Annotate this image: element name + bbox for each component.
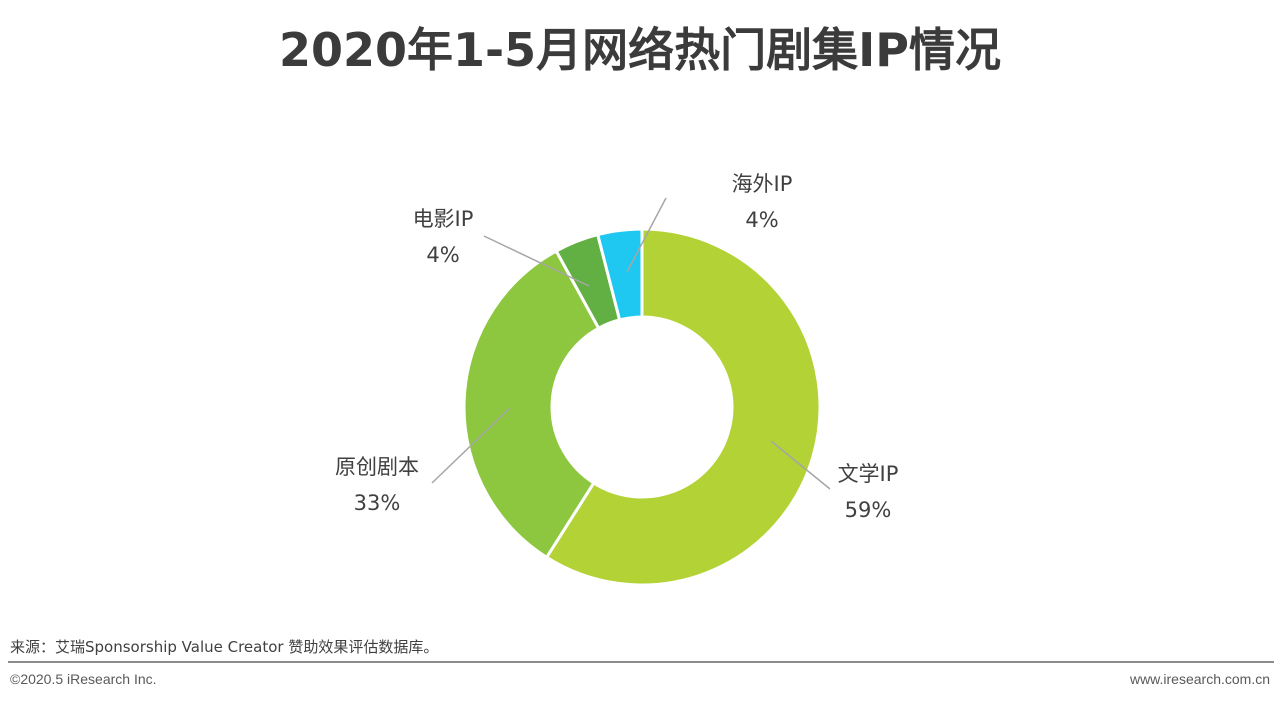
slice-label-1: 文学IP	[838, 462, 899, 486]
footer-divider	[8, 661, 1274, 663]
slice-labels: 文学IP 59% 原创剧本 33% 电影IP 4% 海外IP 4%	[335, 172, 898, 522]
slice-label-4: 海外IP	[732, 172, 793, 196]
slice-value-1: 59%	[845, 498, 892, 522]
leader-lines	[431, 197, 831, 490]
website-link[interactable]: www.iresearch.com.cn	[1129, 671, 1270, 687]
copyright-text: ©2020.5 iResearch Inc.	[10, 671, 157, 687]
slice-2	[462, 248, 601, 560]
slice-label-2: 原创剧本	[335, 455, 419, 479]
slice-value-3: 4%	[426, 243, 459, 267]
slice-1	[544, 227, 822, 587]
slice-label-3: 电影IP	[413, 207, 474, 231]
slice-4	[595, 227, 644, 322]
leader-line-2	[431, 407, 511, 484]
slices-group	[462, 227, 822, 587]
leader-line-1	[770, 440, 831, 490]
leader-line-3	[483, 235, 590, 287]
slice-value-2: 33%	[354, 491, 401, 515]
donut-chart: 文学IP 59% 原创剧本 33% 电影IP 4% 海外IP 4%	[335, 172, 898, 587]
source-note: 来源：艾瑞Sponsorship Value Creator 赞助效果评估数据库…	[10, 638, 439, 656]
slice-value-4: 4%	[745, 208, 778, 232]
leader-line-4	[626, 197, 667, 273]
chart-title: 2020年1-5月网络热门剧集IP情况	[279, 23, 1001, 77]
